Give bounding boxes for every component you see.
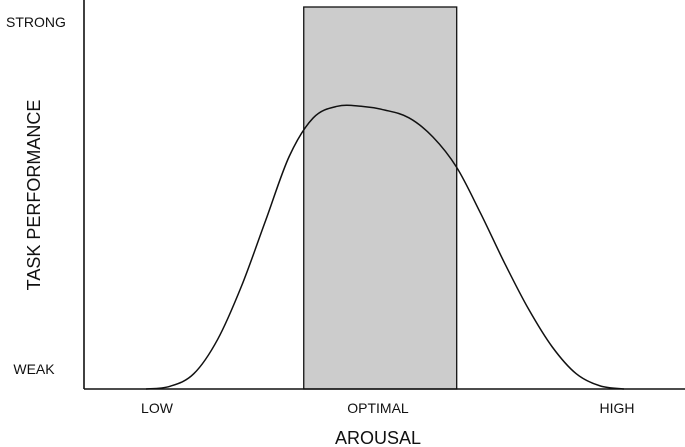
x-tick-label-optimal: OPTIMAL <box>347 400 409 416</box>
x-axis-title: AROUSAL <box>335 428 421 447</box>
y-axis-title: TASK PERFORMANCE <box>24 100 44 291</box>
x-tick-label-low: LOW <box>141 400 174 416</box>
y-tick-label-strong: STRONG <box>6 14 66 30</box>
y-tick-label-weak: WEAK <box>13 361 55 377</box>
performance-curve <box>145 104 625 390</box>
x-tick-label-high: HIGH <box>600 400 635 416</box>
optimal-zone <box>303 6 458 390</box>
